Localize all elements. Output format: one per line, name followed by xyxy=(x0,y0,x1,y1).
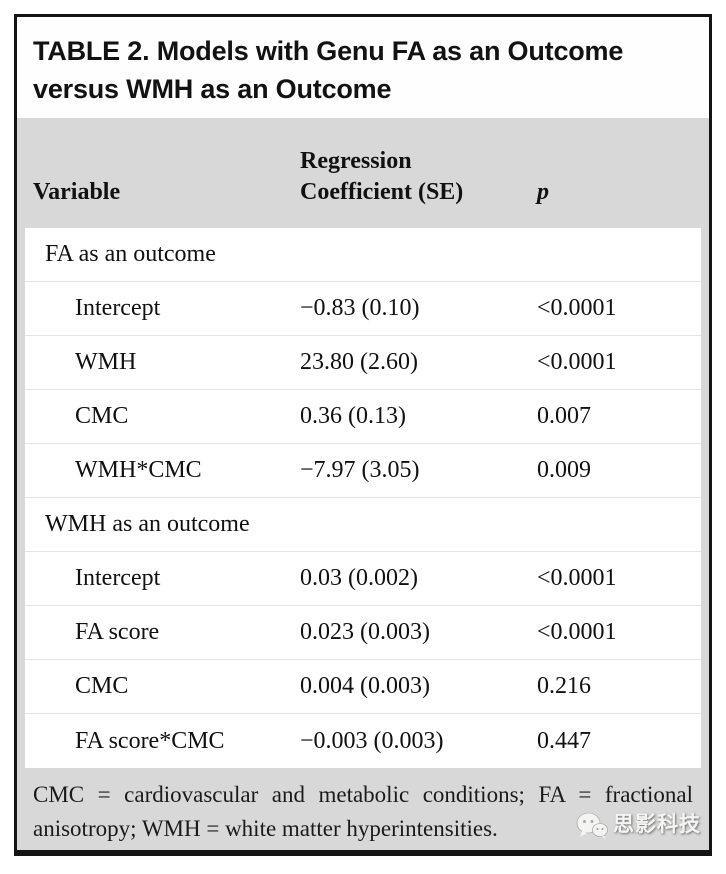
table-row: CMC 0.004 (0.003) 0.216 xyxy=(25,660,701,714)
table-section-row: WMH as an outcome xyxy=(25,498,701,552)
section-label: FA as an outcome xyxy=(45,241,216,267)
table-title: TABLE 2. Models with Genu FA as an Outco… xyxy=(17,17,709,118)
table-footnote: CMC = cardiovascular and metabolic condi… xyxy=(17,768,709,850)
column-header-p: p xyxy=(537,179,549,205)
table-title-line2: versus WMH as an Outcome xyxy=(33,74,392,104)
table-row: WMH 23.80 (2.60) <0.0001 xyxy=(25,336,701,390)
p-value-cell: <0.0001 xyxy=(537,295,617,321)
section-label: WMH as an outcome xyxy=(45,511,250,537)
watermark-label: 思影科技 xyxy=(613,813,701,836)
variable-cell: CMC xyxy=(75,673,129,699)
table-row: WMH*CMC −7.97 (3.05) 0.009 xyxy=(25,444,701,498)
column-header-row: Variable Regression Coefficient (SE) p xyxy=(17,118,709,228)
variable-cell: WMH*CMC xyxy=(75,457,202,483)
table-body: FA as an outcome Intercept −0.83 (0.10) … xyxy=(25,228,701,768)
wechat-bubbles-icon xyxy=(576,812,608,839)
p-value-cell: 0.216 xyxy=(537,673,591,699)
variable-cell: CMC xyxy=(75,403,129,429)
variable-cell: FA score xyxy=(75,619,160,645)
coefficient-cell: 0.004 (0.003) xyxy=(300,673,430,699)
variable-cell: FA score*CMC xyxy=(75,727,225,754)
coefficient-cell: −0.003 (0.003) xyxy=(300,727,444,754)
coefficient-cell: 0.03 (0.002) xyxy=(300,565,418,591)
p-value-cell: <0.0001 xyxy=(537,349,617,375)
p-value-cell: <0.0001 xyxy=(537,619,617,645)
variable-cell: Intercept xyxy=(75,565,161,591)
column-header-coefficient: Regression Coefficient (SE) xyxy=(300,148,464,205)
table-row: CMC 0.36 (0.13) 0.007 xyxy=(25,390,701,444)
footnote-text: CMC = cardiovascular and metabolic condi… xyxy=(33,782,693,841)
p-value-cell: <0.0001 xyxy=(537,565,617,591)
watermark: 思影科技 xyxy=(576,808,701,842)
variable-cell: WMH xyxy=(75,349,137,375)
column-header-variable: Variable xyxy=(33,179,121,205)
table-row: Intercept 0.03 (0.002) <0.0001 xyxy=(25,552,701,606)
p-value-cell: 0.007 xyxy=(537,403,591,429)
table-row: FA score*CMC −0.003 (0.003) 0.447 xyxy=(25,714,701,768)
table-title-line1: TABLE 2. Models with Genu FA as an Outco… xyxy=(33,36,624,66)
table-2-card: TABLE 2. Models with Genu FA as an Outco… xyxy=(14,14,712,856)
table-section-row: FA as an outcome xyxy=(25,228,701,282)
p-value-cell: 0.009 xyxy=(537,457,591,483)
coefficient-cell: −0.83 (0.10) xyxy=(300,295,420,321)
coefficient-cell: −7.97 (3.05) xyxy=(300,457,420,483)
coefficient-cell: 0.36 (0.13) xyxy=(300,403,406,429)
coefficient-cell: 23.80 (2.60) xyxy=(300,349,418,375)
p-value-cell: 0.447 xyxy=(537,727,591,754)
coefficient-cell: 0.023 (0.003) xyxy=(300,619,430,645)
table-row: FA score 0.023 (0.003) <0.0001 xyxy=(25,606,701,660)
variable-cell: Intercept xyxy=(75,295,161,321)
table-row: Intercept −0.83 (0.10) <0.0001 xyxy=(25,282,701,336)
